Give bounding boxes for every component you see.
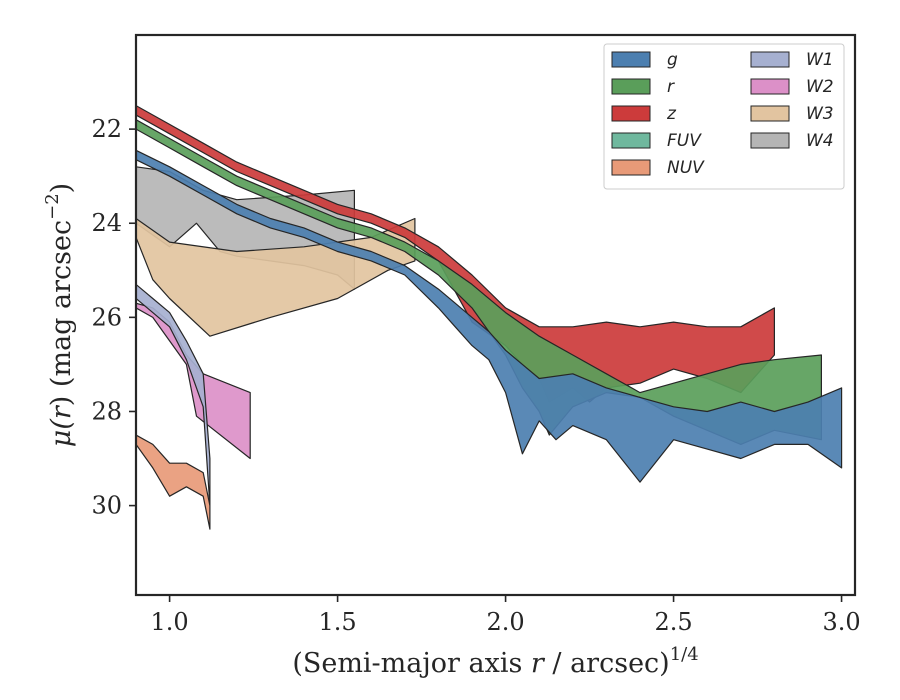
legend-swatch-g: [611, 51, 651, 68]
y-tick-label: 24: [91, 209, 122, 237]
legend-swatch-nuv: [611, 159, 651, 176]
legend-swatch-w2: [750, 78, 790, 95]
legend-label-w3: W3: [806, 104, 834, 124]
legend-label-nuv: NUV: [667, 158, 705, 178]
y-tick-label: 22: [91, 115, 122, 143]
y-tick-label: 26: [91, 303, 122, 331]
x-axis-title: (Semi-major axis r / arcsec)1/4: [292, 644, 698, 679]
x-tick-label: 3.0: [822, 608, 860, 636]
legend-label-r: r: [667, 77, 675, 97]
legend-swatch-w3: [750, 105, 790, 122]
band-nuv: [136, 434, 211, 530]
x-tick-label: 2.0: [486, 608, 524, 636]
legend-label-w4: W4: [806, 131, 834, 151]
x-tick-label: 1.5: [319, 608, 357, 636]
legend-swatch-w1: [750, 51, 790, 68]
x-tick-label: 1.0: [151, 608, 189, 636]
legend-label-g: g: [667, 50, 678, 70]
y-tick-label: 28: [91, 397, 122, 425]
legend-swatch-fuv: [611, 132, 651, 149]
legend-swatch-r: [611, 78, 651, 95]
legend-swatch-z: [611, 105, 651, 122]
x-tick-label: 2.5: [654, 608, 692, 636]
legend-label-fuv: FUV: [667, 131, 702, 151]
y-axis-title: μ(r) (mag arcsec−2): [42, 183, 77, 447]
legend-label-w2: W2: [806, 77, 834, 97]
plot-frame: [134, 33, 857, 597]
band-g: [136, 149, 843, 483]
legend-label-z: z: [666, 104, 677, 124]
legend-swatch-w4: [750, 132, 790, 149]
legend: grz FUV NUV W1 W2 W3 W4: [603, 43, 845, 190]
legend-label-w1: W1: [806, 50, 834, 70]
y-tick-label: 30: [91, 492, 122, 520]
